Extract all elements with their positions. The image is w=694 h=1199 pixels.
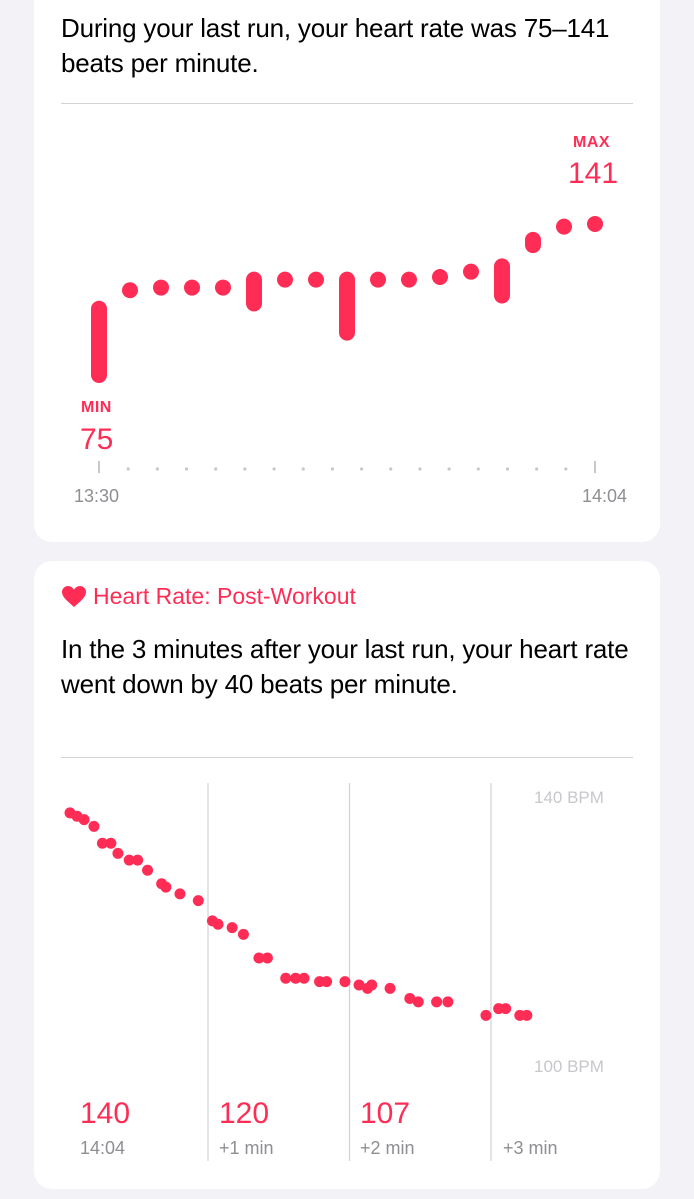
axis-dot <box>359 467 364 471</box>
bottom-gridline-label: 100 BPM <box>534 1057 604 1076</box>
range-bar <box>91 300 107 383</box>
range-bar <box>370 271 386 288</box>
start-time-label: 13:30 <box>74 486 120 506</box>
range-bar <box>463 263 479 280</box>
post-workout-card: Heart Rate: Post-Workout In the 3 minute… <box>34 561 660 1189</box>
range-bar <box>277 271 293 288</box>
axis-dot <box>301 467 305 471</box>
end-time-label: 14:04 <box>582 486 628 506</box>
heart-rate-point <box>160 881 172 893</box>
heart-rate-point <box>105 837 117 849</box>
range-bar <box>308 271 324 288</box>
range-bar <box>494 258 510 304</box>
heart-rate-point <box>480 1009 492 1021</box>
heart-rate-point <box>353 979 365 991</box>
axis-dot <box>330 467 335 471</box>
axis-dot <box>535 467 539 471</box>
heart-rate-point <box>192 895 204 907</box>
axis-dot <box>389 467 393 471</box>
min-label: MIN <box>81 399 112 416</box>
axis-dot <box>126 467 130 471</box>
heart-rate-point <box>174 888 186 900</box>
divider <box>61 757 633 758</box>
recovery-chart <box>64 783 533 1161</box>
section-title-text: Heart Rate: Post-Workout <box>93 583 356 609</box>
heart-rate-point <box>366 979 378 991</box>
axis-dot <box>564 467 568 471</box>
max-value: 141 <box>568 157 619 190</box>
column-value-0: 140 <box>80 1097 131 1130</box>
heart-rate-point <box>298 972 310 984</box>
range-bar <box>153 279 169 296</box>
axis-dot <box>272 467 276 471</box>
axis-dot <box>243 467 247 471</box>
range-chart <box>91 215 603 473</box>
column-time-3: +3 min <box>503 1138 558 1158</box>
heart-rate-point <box>521 1009 533 1021</box>
range-bar <box>246 271 262 312</box>
column-value-1: 120 <box>219 1097 270 1130</box>
heart-rate-point <box>339 976 351 988</box>
heart-rate-point <box>280 972 292 984</box>
axis-dot <box>418 467 422 471</box>
range-headline: During your last run, your heart rate wa… <box>61 13 610 78</box>
heart-rate-point <box>132 854 144 866</box>
heart-rate-point <box>212 918 224 930</box>
heart-rate-point <box>88 820 100 832</box>
range-bar <box>556 218 572 235</box>
range-bar <box>401 271 417 288</box>
heart-rate-range-card: During your last run, your heart rate wa… <box>34 0 660 542</box>
divider <box>61 103 633 104</box>
range-bar <box>587 215 603 232</box>
heart-rate-point <box>112 847 124 859</box>
range-bar <box>339 271 355 341</box>
range-bar <box>525 231 541 254</box>
axis-dot <box>447 467 451 471</box>
axis-dot <box>155 467 159 471</box>
range-bar <box>432 268 448 285</box>
heart-rate-point <box>142 864 154 876</box>
top-gridline-label: 140 BPM <box>534 788 604 807</box>
column-time-1: +1 min <box>219 1138 274 1158</box>
heart-rate-point <box>253 952 265 964</box>
axis-dot <box>505 467 510 471</box>
column-time-2: +2 min <box>360 1138 415 1158</box>
column-value-2: 107 <box>360 1097 411 1130</box>
min-value: 75 <box>80 423 114 456</box>
column-time-0: 14:04 <box>80 1138 126 1158</box>
heart-rate-point <box>123 854 135 866</box>
heart-rate-point <box>290 972 302 984</box>
max-label: MAX <box>573 134 611 151</box>
heart-rate-point <box>404 993 416 1004</box>
axis-dot <box>214 467 218 471</box>
heart-rate-point <box>237 928 249 940</box>
heart-rate-point <box>500 1003 512 1015</box>
axis-dot <box>476 467 480 471</box>
heart-rate-point <box>321 976 333 988</box>
range-bar <box>215 279 231 296</box>
heart-rate-point <box>226 922 238 934</box>
heart-rate-point <box>442 996 454 1008</box>
heart-icon <box>62 585 86 607</box>
axis-dot <box>184 467 189 471</box>
heart-rate-point <box>261 952 273 964</box>
heart-rate-point <box>412 996 424 1008</box>
range-bar <box>184 279 200 296</box>
heart-rate-point <box>78 814 90 826</box>
heart-rate-point <box>431 996 443 1008</box>
post-workout-headline: In the 3 minutes after your last run, yo… <box>61 634 629 699</box>
range-bar <box>122 282 138 299</box>
section-title: Heart Rate: Post-Workout <box>61 583 356 610</box>
heart-rate-point <box>384 982 396 994</box>
heart-rate-point <box>96 837 108 849</box>
